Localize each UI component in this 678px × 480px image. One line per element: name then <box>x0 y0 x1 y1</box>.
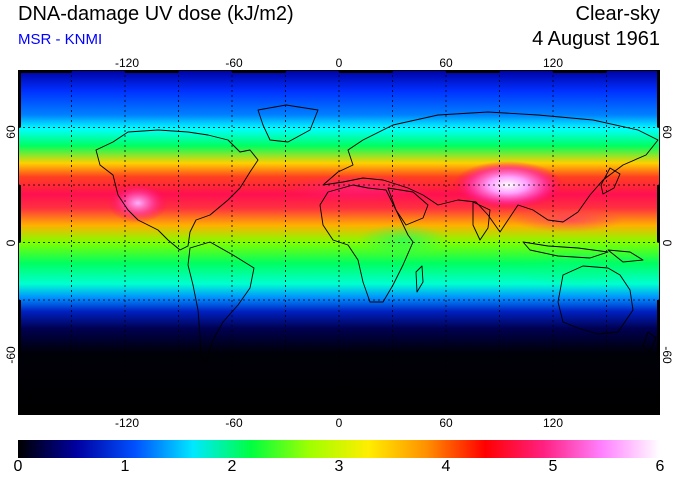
africa-coast <box>319 184 414 303</box>
colorbar-tick: 6 <box>655 458 665 475</box>
frame-ticks <box>18 70 660 415</box>
map-frame <box>18 70 660 415</box>
lat-label-right: 60 <box>660 125 674 139</box>
frame-tick <box>657 70 660 128</box>
sky-condition: Clear-sky <box>575 3 660 25</box>
frame-tick <box>18 70 72 73</box>
cool-spot <box>518 252 638 288</box>
frame-tick <box>125 70 179 73</box>
frame-tick <box>18 185 21 243</box>
map-title: DNA-damage UV dose (kJ/m2) <box>18 3 294 25</box>
lat-label-left: 0 <box>4 239 18 247</box>
colorbar-tick: 4 <box>441 458 451 475</box>
lat-label-left: -60 <box>4 346 18 364</box>
lat-label-right: 0 <box>660 239 674 247</box>
mexico-hotspot <box>108 183 168 223</box>
new-guinea-coast <box>607 249 644 263</box>
lat-label-left: 60 <box>4 125 18 139</box>
lon-label-bottom: -120 <box>114 416 140 430</box>
colorbar-tick: 3 <box>334 458 344 475</box>
japan-coast <box>600 167 621 195</box>
arabia-coast <box>387 187 429 226</box>
frame-tick <box>232 70 286 73</box>
frame-tick <box>657 300 660 358</box>
lon-label-top: 60 <box>439 56 453 70</box>
antarctica-coast <box>18 387 660 401</box>
lon-label-bottom: 120 <box>542 416 564 430</box>
frame-tick <box>125 412 179 415</box>
lon-label-bottom: -60 <box>225 416 243 430</box>
frame-tick <box>553 412 607 415</box>
north-america-coast <box>95 129 259 251</box>
australia-coast <box>557 265 634 335</box>
color-bar <box>18 440 660 458</box>
colorbar-tick: 0 <box>13 458 23 475</box>
lon-label-bottom: 60 <box>439 416 453 430</box>
frame-tick <box>18 70 21 128</box>
lon-label-top: -120 <box>114 56 140 70</box>
india-coast <box>472 201 491 241</box>
frame-tick <box>446 70 500 73</box>
lat-label-right: -60 <box>660 346 674 364</box>
lon-label-top: 120 <box>542 56 564 70</box>
lon-label-bottom: 0 <box>335 416 343 430</box>
hotspot <box>513 208 623 232</box>
frame-tick <box>339 412 393 415</box>
hotspot <box>288 174 428 202</box>
lon-label-top: 0 <box>335 56 343 70</box>
map-date: 4 August 1961 <box>532 28 660 50</box>
frame-tick <box>553 70 607 73</box>
frame-tick <box>339 70 393 73</box>
frame-tick <box>18 300 21 358</box>
frame-tick <box>657 185 660 243</box>
colorbar-tick: 1 <box>120 458 130 475</box>
colorbar-tick: 2 <box>227 458 237 475</box>
frame-tick <box>232 412 286 415</box>
coastlines <box>18 104 660 401</box>
madagascar-coast <box>415 265 424 293</box>
new-zealand-coast <box>642 331 657 353</box>
cool-spot <box>358 224 448 256</box>
uv-dose-map <box>18 70 660 415</box>
lon-label-top: -60 <box>225 56 243 70</box>
eurasia-coast <box>322 111 659 233</box>
frame-tick <box>446 412 500 415</box>
south-america-coast <box>187 241 255 363</box>
frame-tick <box>18 412 72 415</box>
map-subtitle: MSR - KNMI <box>18 31 103 48</box>
colorbar-tick: 5 <box>548 458 558 475</box>
graticule <box>18 70 660 415</box>
